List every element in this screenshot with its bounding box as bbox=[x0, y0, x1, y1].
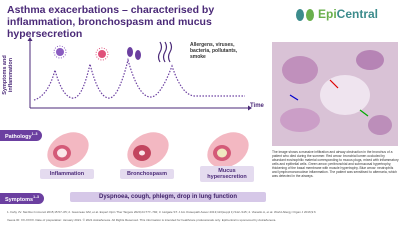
axes bbox=[27, 37, 252, 111]
legal: Veeva ID: XX-XXXX. Date of preparation: … bbox=[7, 218, 277, 222]
histology-image bbox=[272, 42, 398, 146]
logo-icon bbox=[296, 9, 314, 21]
symptoms-pill: Symptoms1–3 bbox=[0, 193, 44, 204]
image-caption: The image shows a massive infiltration a… bbox=[272, 150, 399, 178]
pill-ref: 1–3 bbox=[33, 194, 39, 199]
y-axis-label: Symptoms and inflammation bbox=[2, 55, 14, 95]
logo-part: Epi bbox=[318, 7, 337, 21]
slide: Asthma exacerbations – characterised by … bbox=[0, 4, 399, 222]
references: 1. Fahy JV. Nat Rev Immunol 2015;15:57–6… bbox=[7, 210, 316, 214]
logo-part: Central bbox=[336, 7, 379, 21]
stage-label: Bronchospasm bbox=[120, 169, 174, 179]
airway-illustrations bbox=[47, 132, 249, 168]
pill-label: Symptoms bbox=[5, 196, 34, 203]
x-axis-label: Time bbox=[250, 103, 264, 109]
symptoms-box: Dyspnoea, cough, phlegm, drop in lung fu… bbox=[70, 192, 266, 202]
trigger-label: Allergens, viruses, bacteria, pollutants… bbox=[190, 42, 238, 60]
trigger-icons bbox=[53, 41, 173, 63]
pathology-pill: Pathology1–3 bbox=[0, 130, 43, 141]
stage-label: Mucus hypersecretion bbox=[200, 166, 254, 182]
pill-ref: 1–3 bbox=[31, 131, 38, 136]
stage-label: Inflammation bbox=[40, 169, 94, 179]
title: Asthma exacerbations – characterised by … bbox=[7, 4, 215, 40]
pill-label: Pathology bbox=[5, 133, 32, 140]
symptom-curve bbox=[33, 57, 245, 101]
logo: EpiCentral bbox=[318, 7, 378, 21]
graphics bbox=[27, 9, 398, 168]
